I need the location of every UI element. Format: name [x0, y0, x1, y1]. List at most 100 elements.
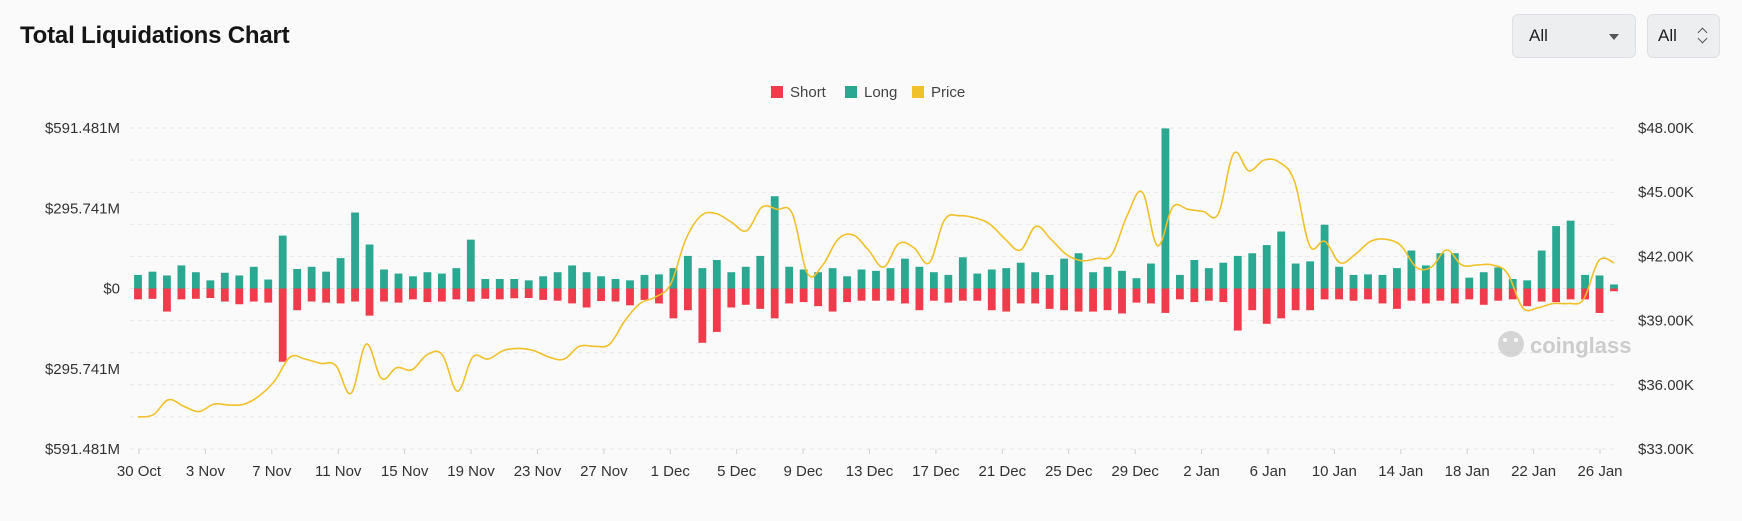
- long-bar: [336, 258, 345, 289]
- long-bar: [1378, 274, 1387, 289]
- short-bar: [365, 288, 374, 316]
- x-tick-label: 23 Nov: [514, 463, 562, 480]
- long-bar: [1118, 270, 1126, 289]
- x-tick-label: 10 Jan: [1312, 463, 1357, 480]
- x-tick-label: 21 Dec: [979, 463, 1027, 480]
- caret-down-icon: [1609, 34, 1619, 40]
- short-bar: [597, 288, 605, 301]
- long-bar: [1494, 267, 1503, 289]
- short-bar: [264, 288, 273, 303]
- long-bar: [278, 235, 287, 289]
- short-bar: [437, 288, 446, 302]
- short-bar: [915, 288, 924, 311]
- long-bar: [553, 272, 562, 289]
- long-bar: [1581, 274, 1589, 289]
- long-bar: [1045, 274, 1054, 289]
- long-bar: [901, 258, 909, 289]
- short-bar: [1595, 288, 1604, 313]
- short-bar: [1407, 288, 1416, 301]
- short-bar: [1610, 288, 1618, 292]
- watermark-text: coinglass: [1530, 333, 1631, 358]
- short-bar: [177, 288, 186, 300]
- short-bar: [322, 288, 331, 303]
- long-bar: [987, 269, 996, 289]
- legend-label-long: Long: [864, 84, 897, 101]
- long-bar: [1436, 253, 1445, 289]
- short-bar: [148, 288, 157, 299]
- x-tick-label: 2 Jan: [1183, 463, 1220, 480]
- x-tick-label: 25 Dec: [1045, 463, 1093, 480]
- long-bar: [640, 274, 649, 289]
- short-bar: [394, 288, 403, 303]
- long-bar: [1523, 280, 1532, 289]
- short-bar: [307, 288, 316, 302]
- short-bar: [756, 288, 765, 309]
- long-bar: [220, 272, 229, 289]
- short-bar: [1175, 288, 1184, 300]
- long-bar: [1610, 284, 1618, 289]
- long-bar: [481, 279, 490, 289]
- x-tick-label: 14 Jan: [1378, 463, 1423, 480]
- short-bar: [1233, 288, 1242, 331]
- long-bar: [799, 269, 808, 289]
- short-bar: [336, 288, 345, 304]
- long-bar: [712, 260, 721, 289]
- short-bar: [1132, 288, 1141, 303]
- legend-label-short: Short: [790, 84, 827, 101]
- coin-select[interactable]: All: [1647, 14, 1720, 58]
- short-bar: [206, 288, 215, 298]
- long-bar: [1537, 250, 1546, 289]
- short-bar: [293, 288, 302, 311]
- short-bar: [1306, 288, 1315, 311]
- long-bar: [1407, 250, 1416, 289]
- long-bar: [1277, 231, 1286, 289]
- short-bar: [1291, 288, 1300, 311]
- time-range-select[interactable]: All: [1512, 14, 1636, 58]
- short-bar: [1393, 288, 1401, 309]
- long-bar: [958, 257, 967, 289]
- short-bar: [1364, 288, 1372, 300]
- left-tick-label: $591.481M: [45, 120, 120, 137]
- short-bar: [539, 288, 548, 300]
- long-bar: [814, 272, 823, 289]
- long-bar: [134, 274, 142, 289]
- short-bar: [814, 288, 823, 307]
- long-bar: [1335, 266, 1343, 289]
- short-bar: [1450, 288, 1459, 304]
- short-bar: [510, 288, 519, 299]
- short-bar: [1552, 288, 1561, 303]
- short-bar: [1089, 288, 1097, 312]
- short-bar: [1479, 288, 1488, 305]
- short-bar: [987, 288, 996, 311]
- x-tick-label: 29 Dec: [1111, 463, 1159, 480]
- short-bar: [944, 288, 953, 303]
- short-bar: [495, 288, 504, 300]
- short-bar: [973, 288, 982, 301]
- x-tick-label: 18 Jan: [1445, 463, 1490, 480]
- short-bar: [1465, 288, 1474, 300]
- short-bar: [191, 288, 200, 299]
- short-bar: [626, 288, 634, 306]
- x-tick-label: 26 Jan: [1577, 463, 1622, 480]
- long-bar: [322, 271, 331, 289]
- short-bar: [1581, 288, 1589, 300]
- x-tick-label: 13 Dec: [846, 463, 894, 480]
- long-bar: [611, 279, 620, 289]
- x-tick-label: 27 Nov: [580, 463, 628, 480]
- short-bar: [278, 288, 287, 362]
- short-bar: [929, 288, 938, 301]
- x-tick-label: 7 Nov: [252, 463, 292, 480]
- long-bar: [1074, 253, 1083, 289]
- long-bar: [264, 279, 273, 289]
- long-bar: [1262, 245, 1271, 289]
- coinglass-logo-icon: [1498, 331, 1524, 357]
- long-bar: [1132, 278, 1141, 289]
- left-tick-label: $591.481M: [45, 441, 120, 458]
- short-bar: [958, 288, 967, 301]
- logo-eye: [1514, 338, 1518, 342]
- short-bar: [828, 288, 837, 312]
- long-bar: [293, 268, 302, 289]
- short-bar: [1566, 288, 1575, 300]
- long-bar: [1566, 220, 1575, 289]
- long-bar: [1421, 265, 1430, 289]
